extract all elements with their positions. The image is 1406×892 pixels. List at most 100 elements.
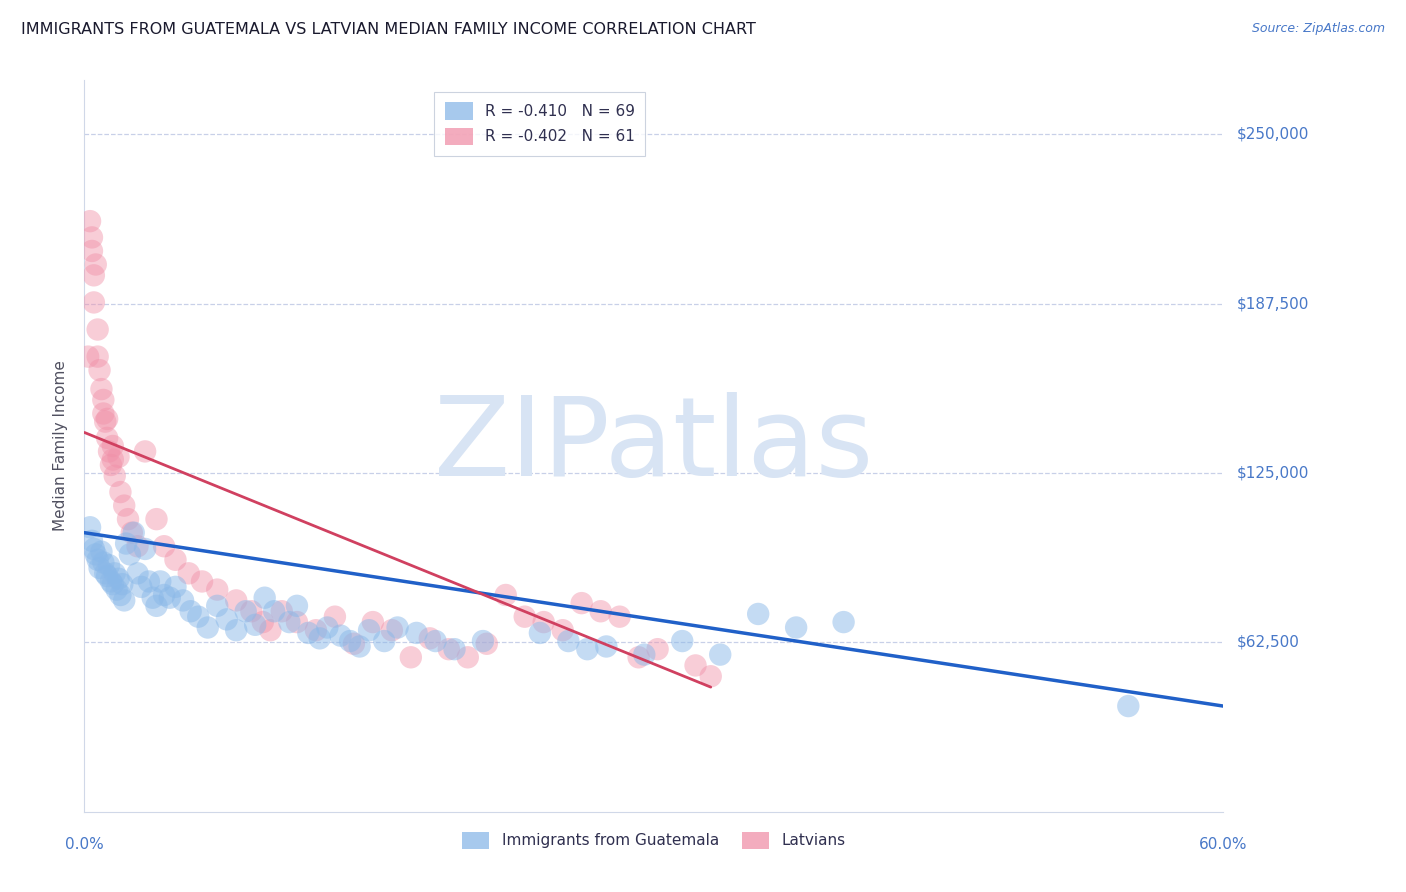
- Text: 0.0%: 0.0%: [65, 837, 104, 852]
- Y-axis label: Median Family Income: Median Family Income: [53, 360, 69, 532]
- Point: [177, 566, 200, 581]
- Point: [131, 580, 153, 594]
- Point: [107, 572, 129, 586]
- Point: [101, 452, 124, 467]
- Point: [576, 642, 599, 657]
- Point: [359, 624, 381, 638]
- Point: [437, 642, 460, 657]
- Point: [361, 615, 384, 629]
- Point: [117, 512, 139, 526]
- Text: 60.0%: 60.0%: [1199, 837, 1247, 852]
- Point: [513, 609, 536, 624]
- Point: [832, 615, 855, 629]
- Point: [627, 650, 650, 665]
- Point: [308, 632, 330, 646]
- Point: [80, 533, 103, 548]
- Point: [457, 650, 479, 665]
- Point: [443, 642, 465, 657]
- Point: [98, 558, 121, 573]
- Point: [86, 553, 108, 567]
- Text: $125,000: $125,000: [1237, 466, 1309, 481]
- Point: [240, 604, 263, 618]
- Point: [685, 658, 707, 673]
- Point: [93, 556, 115, 570]
- Point: [191, 574, 214, 589]
- Point: [127, 539, 149, 553]
- Point: [381, 624, 404, 638]
- Point: [472, 634, 495, 648]
- Point: [316, 620, 339, 634]
- Point: [323, 609, 346, 624]
- Point: [709, 648, 731, 662]
- Point: [419, 632, 441, 646]
- Point: [571, 596, 593, 610]
- Point: [89, 561, 111, 575]
- Point: [145, 512, 167, 526]
- Point: [187, 609, 209, 624]
- Point: [94, 415, 117, 429]
- Point: [104, 468, 127, 483]
- Point: [107, 450, 129, 464]
- Point: [589, 604, 612, 618]
- Point: [96, 431, 118, 445]
- Point: [343, 637, 366, 651]
- Point: [98, 444, 121, 458]
- Point: [112, 499, 135, 513]
- Point: [425, 634, 447, 648]
- Point: [110, 485, 132, 500]
- Point: [285, 615, 308, 629]
- Point: [134, 541, 156, 556]
- Point: [79, 520, 101, 534]
- Point: [84, 547, 107, 561]
- Point: [153, 539, 176, 553]
- Point: [112, 593, 135, 607]
- Point: [138, 574, 160, 589]
- Point: [329, 629, 352, 643]
- Point: [252, 615, 274, 629]
- Point: [172, 593, 194, 607]
- Point: [89, 363, 111, 377]
- Point: [1118, 699, 1140, 714]
- Point: [80, 244, 103, 258]
- Point: [285, 599, 308, 613]
- Point: [115, 536, 138, 550]
- Point: [86, 322, 108, 336]
- Point: [270, 604, 292, 618]
- Point: [609, 609, 631, 624]
- Point: [79, 214, 101, 228]
- Text: $187,500: $187,500: [1237, 296, 1309, 311]
- Point: [101, 439, 124, 453]
- Point: [122, 525, 145, 540]
- Point: [595, 640, 617, 654]
- Point: [215, 612, 238, 626]
- Point: [90, 382, 112, 396]
- Point: [373, 634, 395, 648]
- Point: [165, 580, 187, 594]
- Point: [747, 607, 769, 621]
- Point: [145, 599, 167, 613]
- Point: [165, 553, 187, 567]
- Point: [339, 634, 361, 648]
- Point: [245, 617, 267, 632]
- Point: [207, 599, 229, 613]
- Point: [263, 604, 285, 618]
- Point: [127, 566, 149, 581]
- Point: [149, 574, 172, 589]
- Text: IMMIGRANTS FROM GUATEMALA VS LATVIAN MEDIAN FAMILY INCOME CORRELATION CHART: IMMIGRANTS FROM GUATEMALA VS LATVIAN MED…: [21, 22, 756, 37]
- Point: [159, 591, 181, 605]
- Point: [259, 624, 281, 638]
- Point: [700, 669, 723, 683]
- Point: [96, 412, 118, 426]
- Point: [104, 566, 127, 581]
- Point: [86, 350, 108, 364]
- Point: [101, 577, 124, 591]
- Point: [80, 230, 103, 244]
- Point: [297, 626, 319, 640]
- Point: [253, 591, 276, 605]
- Point: [349, 640, 371, 654]
- Point: [235, 604, 257, 618]
- Point: [134, 444, 156, 458]
- Point: [533, 615, 555, 629]
- Point: [225, 593, 247, 607]
- Point: [633, 648, 655, 662]
